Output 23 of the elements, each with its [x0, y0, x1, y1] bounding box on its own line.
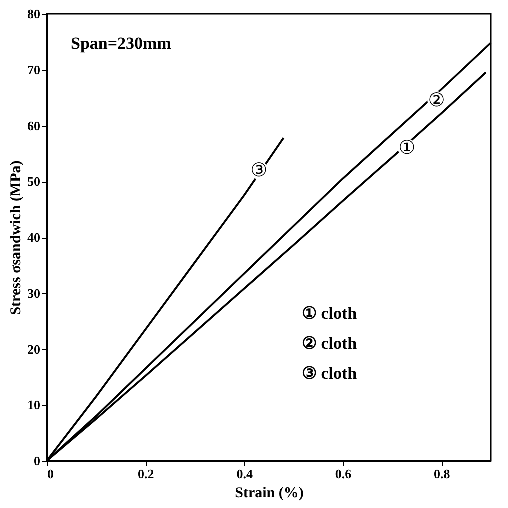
x-tick-label: 0 — [48, 466, 54, 482]
y-tick-label: 70 — [28, 62, 40, 78]
y-tick-label: 0 — [34, 454, 40, 468]
x-axis-title: Strain (%) — [235, 486, 304, 502]
y-tick-label: 30 — [28, 286, 40, 301]
annotation: ② cloth — [302, 334, 358, 353]
annotation: ① cloth — [302, 304, 358, 323]
y-tick-label: 10 — [28, 398, 40, 413]
x-tick-label: 0.6 — [335, 466, 352, 482]
y-tick-label: 50 — [28, 174, 40, 190]
annotation: ③ — [250, 159, 268, 182]
annotation: ③ cloth — [302, 364, 358, 383]
x-tick-label: 0.8 — [434, 466, 451, 482]
y-tick-label: 60 — [28, 118, 40, 134]
x-tick-label: 0.4 — [236, 466, 254, 482]
y-axis-title: Stress σsandwich (MPa) — [8, 160, 24, 316]
annotation: Span=230mm — [71, 34, 172, 53]
annotation: ② — [428, 90, 446, 112]
annotation: ① — [398, 137, 416, 160]
y-tick-label: 40 — [28, 230, 40, 245]
x-tick-label: 0.2 — [138, 466, 154, 482]
y-tick-label: 20 — [28, 342, 40, 357]
y-tick-label: 80 — [28, 6, 40, 22]
